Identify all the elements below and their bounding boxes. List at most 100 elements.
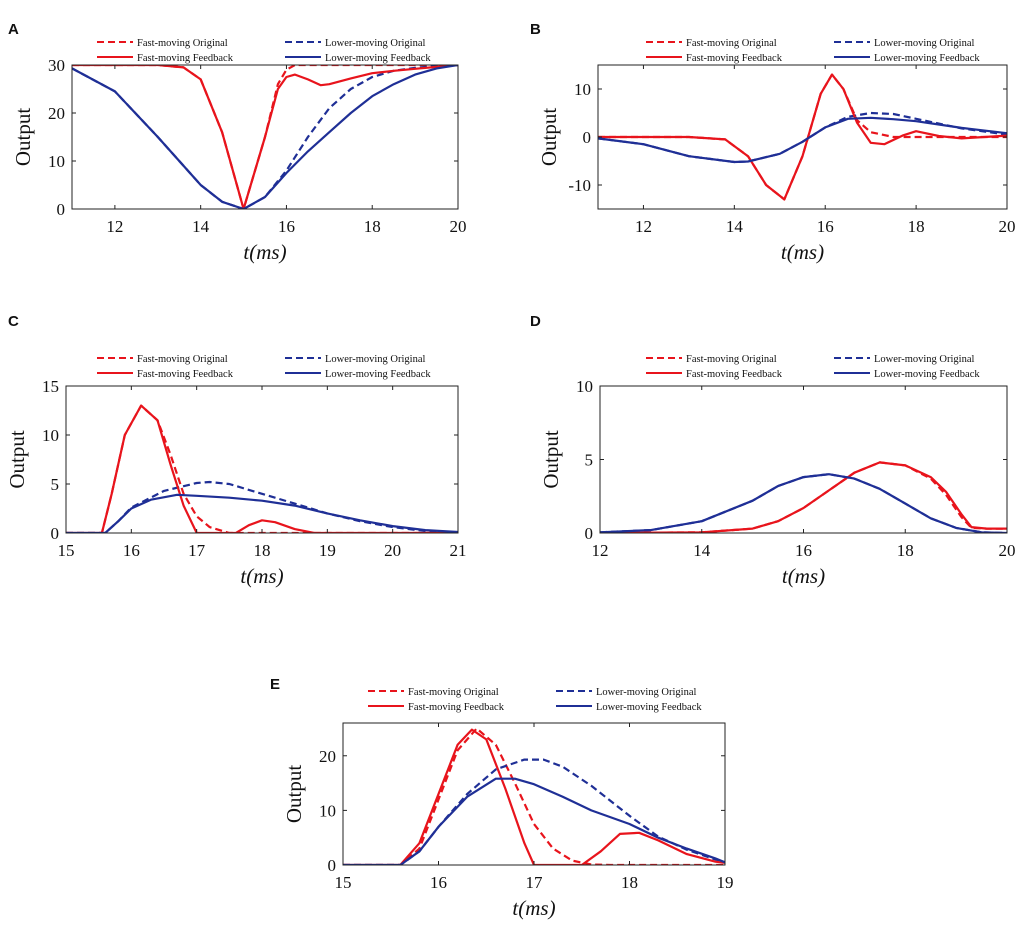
plot-frame-d <box>599 385 1008 534</box>
y-tick-label: 10 <box>574 80 591 99</box>
y-tick-label: 0 <box>328 856 337 875</box>
x-tick-label: 16 <box>430 873 447 892</box>
x-axis-title: t(ms) <box>781 240 824 264</box>
plot-frame-e <box>342 722 726 866</box>
x-axis-title: t(ms) <box>243 240 286 264</box>
legend-label: Lower-moving Feedback <box>874 369 980 380</box>
x-tick-label: 18 <box>621 873 638 892</box>
legend-label: Lower-moving Original <box>325 354 425 365</box>
x-tick-label: 19 <box>717 873 734 892</box>
y-tick-label: 10 <box>319 801 336 820</box>
legend-label: Lower-moving Original <box>325 38 425 49</box>
legend-label: Fast-moving Feedback <box>686 53 783 64</box>
series-group-a <box>72 65 458 209</box>
x-tick-label: 16 <box>795 541 812 560</box>
legend-item-lower-moving-original: Lower-moving Original <box>834 38 974 49</box>
legend-label: Fast-moving Feedback <box>137 53 234 64</box>
y-tick-label: 0 <box>57 200 66 219</box>
x-tick-label: 20 <box>999 541 1016 560</box>
x-tick-label: 12 <box>635 217 652 236</box>
legend-item-fast-moving-feedback: Fast-moving Feedback <box>646 53 783 64</box>
x-axis-title: t(ms) <box>782 564 825 588</box>
legend-item-fast-moving-original: Fast-moving Original <box>646 354 777 365</box>
x-axis-title: t(ms) <box>240 564 283 588</box>
series-line-lower-moving-feedback <box>600 473 1007 533</box>
legend-label: Fast-moving Original <box>137 38 228 49</box>
series-line-fast-moving-feedback <box>343 728 725 865</box>
x-tick-label: 20 <box>384 541 401 560</box>
series-line-lower-moving-feedback <box>343 777 725 865</box>
y-tick-label: 0 <box>585 524 594 543</box>
legend-label: Fast-moving Original <box>686 38 777 49</box>
legend-item-lower-moving-feedback: Lower-moving Feedback <box>285 53 431 64</box>
plot-frame-a <box>71 64 459 210</box>
series-group-d <box>600 461 1007 533</box>
legend-item-lower-moving-feedback: Lower-moving Feedback <box>834 53 980 64</box>
legend-item-lower-moving-original: Lower-moving Original <box>285 38 425 49</box>
y-tick-label: 5 <box>585 451 594 470</box>
legend-label: Fast-moving Original <box>686 354 777 365</box>
x-tick-label: 21 <box>450 541 467 560</box>
x-tick-label: 20 <box>450 217 467 236</box>
x-tick-label: 18 <box>897 541 914 560</box>
x-tick-label: 16 <box>817 217 834 236</box>
y-tick-label: 10 <box>48 152 65 171</box>
x-tick-label: 18 <box>364 217 381 236</box>
x-tick-label: 17 <box>526 873 544 892</box>
chart-panel-b: B 12 14 16 18 20 -10 0 10 t(ms) Output Fast-moving … <box>530 21 1016 264</box>
x-tick-label: 17 <box>188 541 206 560</box>
legend-item-fast-moving-feedback: Fast-moving Feedback <box>97 369 234 380</box>
plot-frame-c <box>65 385 459 534</box>
legend-label: Lower-moving Feedback <box>325 369 431 380</box>
series-group-b <box>598 73 1007 201</box>
series-line-fast-moving-feedback <box>66 404 458 533</box>
legend-label: Lower-moving Original <box>874 354 974 365</box>
x-tick-label: 12 <box>106 217 123 236</box>
legend-label: Lower-moving Original <box>596 687 696 698</box>
y-tick-label: 0 <box>51 524 60 543</box>
x-tick-label: 14 <box>192 217 210 236</box>
legend-item-fast-moving-feedback: Fast-moving Feedback <box>97 53 234 64</box>
x-tick-label: 18 <box>908 217 925 236</box>
legend-label: Lower-moving Original <box>874 38 974 49</box>
legend-label: Fast-moving Feedback <box>686 369 783 380</box>
legend-label: Lower-moving Feedback <box>874 53 980 64</box>
y-tick-label: -10 <box>568 176 591 195</box>
legend-label: Lower-moving Feedback <box>325 53 431 64</box>
x-axis-title: t(ms) <box>512 896 555 920</box>
chart-panel-a: A 12 14 16 18 20 0 10 20 30 t(ms) Output Fast-moving… <box>8 21 467 264</box>
y-axis-title: Output <box>5 430 29 489</box>
series-line-lower-moving-feedback <box>598 116 1007 164</box>
x-tick-label: 15 <box>335 873 352 892</box>
panel-letter-b: B <box>530 21 541 38</box>
legend-label: Fast-moving Original <box>408 687 499 698</box>
legend-item-fast-moving-original: Fast-moving Original <box>97 354 228 365</box>
legend-item-fast-moving-original: Fast-moving Original <box>368 687 499 698</box>
y-axis-title: Output <box>537 108 561 167</box>
x-tick-label: 14 <box>693 541 711 560</box>
chart-panel-e: E 15 16 17 18 19 0 10 20 t(ms) Output Fast-moving O… <box>270 676 734 920</box>
legend-item-lower-moving-original: Lower-moving Original <box>556 687 696 698</box>
series-group-e <box>343 727 725 865</box>
y-axis-title: Output <box>11 108 35 167</box>
legend-item-fast-moving-original: Fast-moving Original <box>646 38 777 49</box>
legend-label: Fast-moving Original <box>137 354 228 365</box>
y-tick-label: 15 <box>42 377 59 396</box>
x-tick-label: 14 <box>726 217 744 236</box>
legend-item-lower-moving-original: Lower-moving Original <box>285 354 425 365</box>
x-tick-label: 18 <box>254 541 271 560</box>
panel-letter-e: E <box>270 676 280 693</box>
legend-item-lower-moving-original: Lower-moving Original <box>834 354 974 365</box>
x-tick-label: 16 <box>123 541 140 560</box>
series-group-c <box>66 404 458 533</box>
y-tick-label: 10 <box>576 377 593 396</box>
x-tick-label: 16 <box>278 217 295 236</box>
y-tick-label: 20 <box>48 104 65 123</box>
x-tick-label: 20 <box>999 217 1016 236</box>
legend-item-fast-moving-original: Fast-moving Original <box>97 38 228 49</box>
x-tick-label: 15 <box>58 541 75 560</box>
series-line-fast-moving-feedback <box>600 461 1007 533</box>
legend-item-lower-moving-feedback: Lower-moving Feedback <box>834 369 980 380</box>
panel-letter-c: C <box>8 313 19 330</box>
